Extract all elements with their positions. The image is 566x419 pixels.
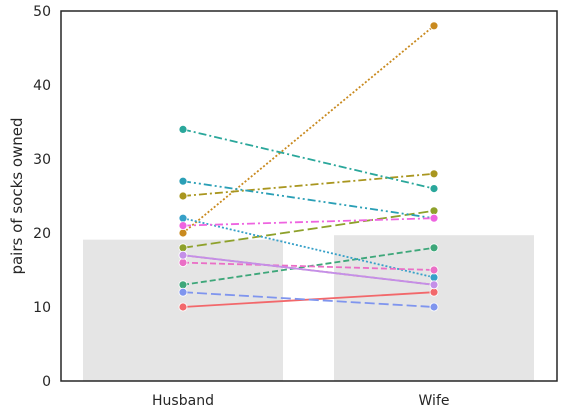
pair-marker <box>178 176 188 186</box>
pair-marker <box>429 287 439 297</box>
pair-line <box>182 291 435 308</box>
pair-line <box>182 180 435 220</box>
pair-marker <box>178 221 188 231</box>
pair-marker <box>429 213 439 223</box>
pair-line <box>182 172 435 197</box>
pair-3 <box>178 21 439 238</box>
pairs-layer <box>178 21 439 312</box>
plot-frame <box>60 10 558 382</box>
pair-10 <box>178 287 439 312</box>
axes-frame <box>60 10 558 382</box>
pair-line <box>182 254 435 286</box>
pair-marker <box>178 124 188 134</box>
pair-marker <box>178 287 188 297</box>
x-tick-label: Wife <box>419 393 450 409</box>
pair-marker <box>429 184 439 194</box>
pair-marker <box>429 169 439 179</box>
pair-12 <box>178 213 439 231</box>
pair-marker <box>178 250 188 260</box>
pair-marker <box>429 243 439 253</box>
y-tick-label: 20 <box>33 226 51 242</box>
pair-line <box>182 209 435 249</box>
pair-marker <box>178 280 188 290</box>
bars-layer <box>83 235 534 381</box>
pair-marker <box>429 302 439 312</box>
pair-line <box>182 217 435 227</box>
pair-marker <box>429 265 439 275</box>
y-axis-title: pairs of socks owned <box>8 117 26 274</box>
pair-marker <box>429 272 439 282</box>
pair-marker <box>429 280 439 290</box>
pair-line <box>182 217 435 279</box>
pair-marker <box>429 206 439 216</box>
pair-11 <box>178 258 439 275</box>
pair-6 <box>178 243 439 290</box>
x-tick-label: Husband <box>152 393 214 409</box>
pair-marker <box>178 302 188 312</box>
x-axis: Husband Wife <box>152 393 449 409</box>
pair-marker <box>178 228 188 238</box>
pair-marker <box>178 213 188 223</box>
y-tick-label: 0 <box>42 374 51 390</box>
y-tick-label: 50 <box>33 4 51 20</box>
pair-9 <box>178 213 439 282</box>
pair-marker <box>429 21 439 31</box>
pair-4 <box>178 169 439 201</box>
y-tick-label: 30 <box>33 152 51 168</box>
y-axis: 0 10 20 30 40 50 <box>33 4 51 390</box>
pair-7 <box>178 124 439 194</box>
y-tick-label: 10 <box>33 300 51 316</box>
pair-marker <box>178 191 188 201</box>
pair-line <box>182 128 435 190</box>
y-tick-label: 40 <box>33 78 51 94</box>
pair-line <box>182 261 435 271</box>
pair-line <box>182 25 435 234</box>
pair-marker <box>178 258 188 268</box>
pair-line <box>182 246 435 286</box>
pair-marker <box>178 243 188 253</box>
pair-13 <box>178 250 439 290</box>
